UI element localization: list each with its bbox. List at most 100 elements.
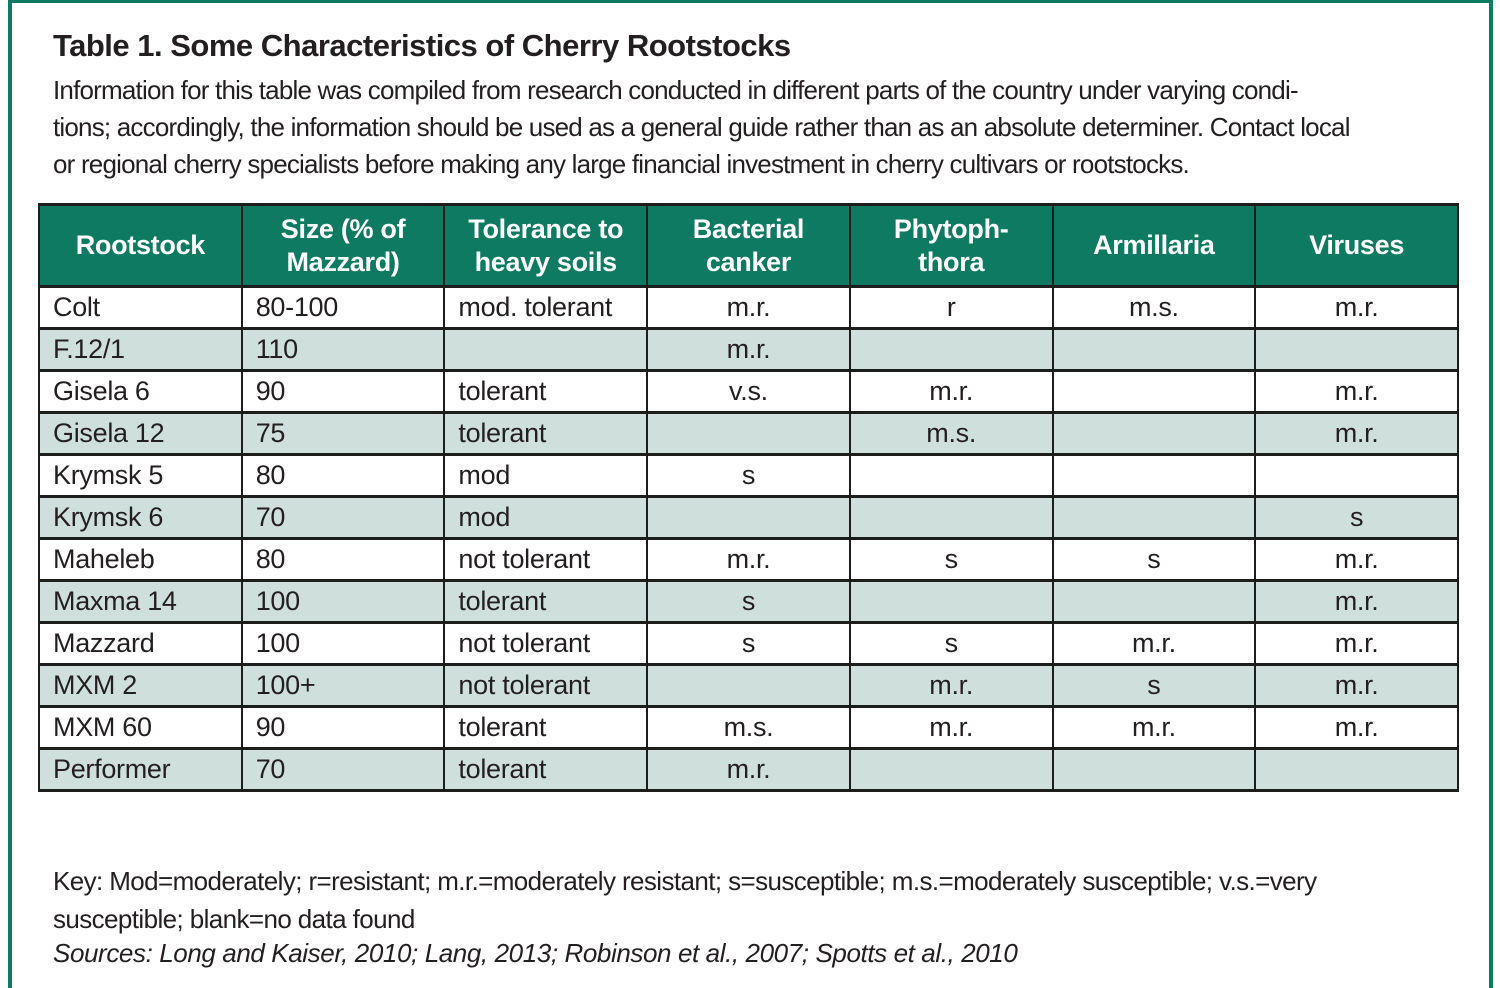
table-cell: tolerant	[443, 579, 649, 624]
table-cell	[1051, 579, 1257, 624]
table-cell	[1051, 453, 1257, 498]
table-cell: Gisela 12	[38, 411, 243, 456]
table-cell: m.r.	[1254, 663, 1459, 708]
table-row: Krymsk 6 70 mod s	[38, 495, 1459, 540]
table-cell: tolerant	[443, 369, 649, 414]
table-row: Krymsk 5 80 mod s	[38, 453, 1459, 498]
table-row: Performer 70 tolerant m.r.	[38, 747, 1459, 792]
table-cell: m.r.	[1051, 705, 1257, 750]
table-cell: Mazzard	[38, 621, 243, 666]
column-header: Size (% of Mazzard)	[240, 203, 446, 288]
column-header: Phytoph- thora	[848, 203, 1054, 288]
table-cell: m.r.	[646, 537, 851, 582]
table-cell: MXM 60	[38, 705, 243, 750]
table-cell: s	[646, 621, 851, 666]
table-cell: m.r.	[646, 285, 851, 330]
table-cell	[1254, 747, 1459, 792]
column-header: Armillaria	[1051, 203, 1257, 288]
table-body: Colt 80-100 mod. tolerant m.r. r m.s. m.r. F.12…	[38, 285, 1459, 792]
table-cell: mod	[443, 453, 649, 498]
table-row: Gisela 12 75 tolerant m.s. m.r.	[38, 411, 1459, 456]
table-cell: not tolerant	[443, 537, 649, 582]
table-cell: tolerant	[443, 411, 649, 456]
table-cell	[646, 495, 851, 540]
table-cell	[848, 453, 1054, 498]
table-cell: 70	[240, 495, 446, 540]
column-header: Rootstock	[38, 203, 243, 288]
table-cell: not tolerant	[443, 621, 649, 666]
table-cell: 75	[240, 411, 446, 456]
table-row: MXM 2 100+ not tolerant m.r. s m.r.	[38, 663, 1459, 708]
frame-right-border	[1489, 0, 1493, 988]
table-cell: m.r.	[848, 705, 1054, 750]
table-cell: 90	[240, 369, 446, 414]
table-cell: s	[1051, 663, 1257, 708]
table-cell	[1254, 453, 1459, 498]
table-cell	[1051, 327, 1257, 372]
table-cell: 100+	[240, 663, 446, 708]
table-cell	[1051, 411, 1257, 456]
table-cell: MXM 2	[38, 663, 243, 708]
table-cell: m.s.	[848, 411, 1054, 456]
table-cell: Krymsk 6	[38, 495, 243, 540]
table-row: Mazzard 100 not tolerant s s m.r. m.r.	[38, 621, 1459, 666]
table-cell: Performer	[38, 747, 243, 792]
table-cell: s	[1051, 537, 1257, 582]
table-cell	[848, 327, 1054, 372]
column-header: Bacterial canker	[646, 203, 851, 288]
intro-paragraph: Information for this table was compiled …	[53, 75, 1350, 179]
table-cell: s	[1254, 495, 1459, 540]
table-cell: 90	[240, 705, 446, 750]
table-cell: F.12/1	[38, 327, 243, 372]
table-cell: m.r.	[1254, 411, 1459, 456]
table-cell: 70	[240, 747, 446, 792]
table-cell: 100	[240, 621, 446, 666]
table-cell: m.r.	[1254, 369, 1459, 414]
table-cell: m.r.	[1254, 285, 1459, 330]
table-cell: m.s.	[646, 705, 851, 750]
table-cell: 100	[240, 579, 446, 624]
table-cell: s	[646, 579, 851, 624]
table-header: Rootstock Size (% of Mazzard) Tolerance to…	[38, 203, 1459, 288]
table-cell	[646, 663, 851, 708]
frame-left-border	[8, 0, 12, 988]
table-row: MXM 60 90 tolerant m.s. m.r. m.r. m.r.	[38, 705, 1459, 750]
sources-text: Sources: Long and Kaiser, 2010; Lang, 20…	[53, 938, 1018, 968]
table-cell: m.r.	[1254, 537, 1459, 582]
table-cell: 80	[240, 537, 446, 582]
table-cell: m.r.	[848, 663, 1054, 708]
table-cell: tolerant	[443, 705, 649, 750]
table-cell	[1051, 747, 1257, 792]
table-cell: v.s.	[646, 369, 851, 414]
table-cell	[848, 579, 1054, 624]
table-cell	[1051, 369, 1257, 414]
table-cell: mod	[443, 495, 649, 540]
table-row: Gisela 6 90 tolerant v.s. m.r. m.r.	[38, 369, 1459, 414]
table-cell: m.r.	[646, 327, 851, 372]
table-cell: m.r.	[646, 747, 851, 792]
column-header: Tolerance to heavy soils	[443, 203, 649, 288]
table-cell: m.r.	[1254, 705, 1459, 750]
table-row: Maheleb 80 not tolerant m.r. s s m.r.	[38, 537, 1459, 582]
table-row: F.12/1 110 m.r.	[38, 327, 1459, 372]
table-cell	[443, 327, 649, 372]
table-cell: mod. tolerant	[443, 285, 649, 330]
table-cell	[848, 495, 1054, 540]
table-cell: Maheleb	[38, 537, 243, 582]
table-title: Table 1. Some Characteristics of Cherry …	[53, 28, 791, 63]
table-cell: m.s.	[1051, 285, 1257, 330]
table-cell	[1254, 327, 1459, 372]
table-cell: Gisela 6	[38, 369, 243, 414]
table-cell: m.r.	[848, 369, 1054, 414]
table-cell: tolerant	[443, 747, 649, 792]
rootstock-table: Rootstock Size (% of Mazzard) Tolerance to…	[38, 203, 1459, 792]
table-cell: s	[646, 453, 851, 498]
table-cell: r	[848, 285, 1054, 330]
table-row: Colt 80-100 mod. tolerant m.r. r m.s. m.r.	[38, 285, 1459, 330]
table-cell: m.r.	[1051, 621, 1257, 666]
header-row: Rootstock Size (% of Mazzard) Tolerance to…	[38, 203, 1459, 288]
column-header: Viruses	[1254, 203, 1459, 288]
table-cell	[646, 411, 851, 456]
table-cell: s	[848, 537, 1054, 582]
table-cell	[848, 747, 1054, 792]
